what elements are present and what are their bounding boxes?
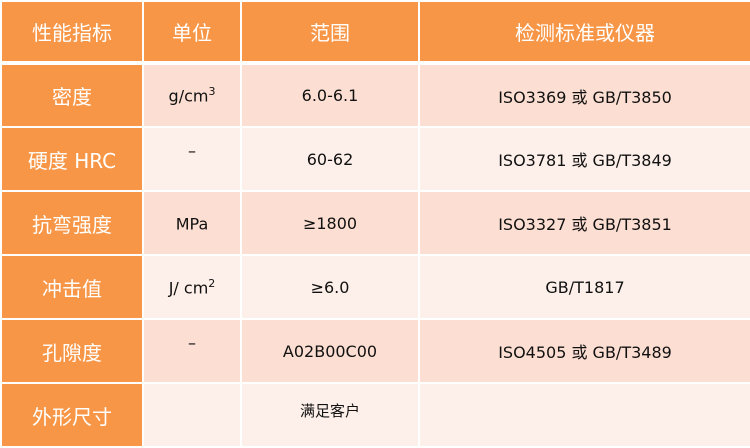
property-name: 冲击值	[0, 254, 144, 320]
unit-cell: –	[142, 126, 242, 192]
range-cell: 6.0-6.1	[240, 62, 420, 128]
standard-cell: ISO4505 或 GB/T3489	[418, 318, 750, 384]
range-cell: ≥6.0	[240, 254, 420, 320]
unit-superscript: 2	[208, 276, 216, 290]
unit: J/ cm	[168, 278, 209, 298]
range-cell: A02B00C00	[240, 318, 420, 384]
standard-cell: ISO3781 或 GB/T3849	[418, 126, 750, 192]
property-name: 孔隙度	[0, 318, 144, 384]
standard-cell: GB/T1817	[418, 254, 750, 320]
table-row: 冲击值 J/ cm2 ≥6.0 GB/T1817	[0, 254, 750, 320]
property-name: 外形尺寸	[0, 382, 144, 448]
unit-cell	[142, 382, 242, 448]
property-name: 硬度 HRC	[0, 126, 144, 192]
property-name: 抗弯强度	[0, 190, 144, 256]
property-name: 密度	[0, 62, 144, 128]
table-row: 抗弯强度 MPa ≥1800 ISO3327 或 GB/T3851	[0, 190, 750, 256]
header-unit: 单位	[142, 0, 242, 65]
table-row: 硬度 HRC – 60-62 ISO3781 或 GB/T3849	[0, 126, 750, 192]
range-cell: 60-62	[240, 126, 420, 192]
unit-cell: J/ cm2	[142, 254, 242, 320]
unit: MPa	[175, 214, 209, 234]
table-row: 外形尺寸 满足客户	[0, 382, 750, 448]
unit-cell: g/cm3	[142, 62, 242, 128]
standard-cell	[418, 382, 750, 448]
unit-cell: –	[142, 318, 242, 384]
header-range: 范围	[240, 0, 420, 65]
table-row: 密度 g/cm3 6.0-6.1 ISO3369 或 GB/T3850	[0, 62, 750, 128]
header-row: 性能指标 单位 范围 检测标准或仪器	[0, 0, 750, 65]
standard-cell: ISO3369 或 GB/T3850	[418, 62, 750, 128]
header-property: 性能指标	[0, 0, 144, 65]
unit: –	[188, 333, 196, 353]
table-row: 孔隙度 – A02B00C00 ISO4505 或 GB/T3489	[0, 318, 750, 384]
header-standard: 检测标准或仪器	[418, 0, 750, 65]
unit-superscript: 3	[208, 85, 216, 99]
range-cell: ≥1800	[240, 190, 420, 256]
unit: g/cm	[168, 86, 209, 106]
range-cell: 满足客户	[240, 382, 420, 448]
unit: –	[188, 141, 196, 161]
standard-cell: ISO3327 或 GB/T3851	[418, 190, 750, 256]
unit-cell: MPa	[142, 190, 242, 256]
